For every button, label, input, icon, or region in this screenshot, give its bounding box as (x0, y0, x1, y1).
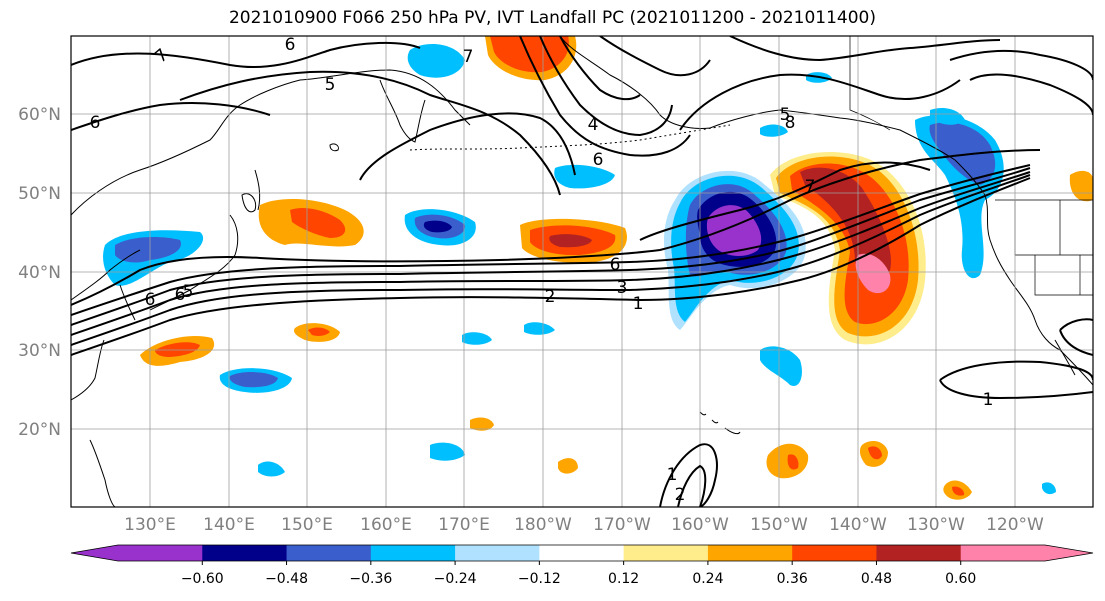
contour-label: 1 (983, 390, 994, 410)
colorbar-tick-label: −0.24 (434, 571, 477, 587)
colorbar-outline (70, 544, 1094, 562)
lon-label: 140°E (203, 515, 255, 535)
colorbar-cell (792, 545, 877, 561)
contour-label: 1 (633, 294, 644, 314)
positive-anomaly-165w (558, 458, 578, 474)
contour-label: 4 (588, 115, 599, 135)
negative-anomaly-170e-south (430, 442, 465, 461)
colorbar: −0.60 −0.48 −0.36 −0.24 −0.12 0.12 0.24 0.36 0.4… (70, 544, 1094, 587)
contour-label: 8 (785, 113, 796, 133)
positive-anomaly-150w-south (766, 443, 809, 479)
lon-label: 130°E (124, 515, 176, 535)
contour-label: 7 (805, 177, 816, 197)
colorbar-extend-low (71, 545, 118, 561)
lat-label: 40°N (18, 263, 61, 283)
contour-label: 2 (675, 485, 686, 505)
pv-contours (71, 36, 1093, 507)
lon-label: 140°W (829, 515, 887, 535)
contour-label: 6 (145, 290, 156, 310)
colorbar-cell (370, 545, 456, 561)
negative-anomaly-180-south (462, 332, 492, 345)
colorbar-tick-label: −0.60 (181, 571, 224, 587)
latitude-labels: 60°N 50°N 40°N 30°N 20°N (18, 105, 61, 440)
colorbar-cell (707, 545, 793, 561)
negative-anomaly-160w-north (554, 164, 615, 189)
map-title: 2021010900 F066 250 hPa PV, IVT Landfall… (228, 8, 876, 28)
contour-label: 3 (617, 278, 628, 298)
colorbar-cell (202, 545, 288, 561)
contour-labels: 6 7 5 6 7 6 6 4 5 8 7 6 2 3 1 6 4 5 1 1 … (90, 35, 994, 505)
contour-label: 5 (325, 75, 336, 95)
lon-label: 170°E (438, 515, 490, 535)
contour-label: 7 (463, 47, 474, 67)
lat-label: 30°N (18, 341, 61, 361)
contour-label: 5 (780, 105, 791, 125)
colorbar-cell (960, 545, 1046, 561)
colorbar-tick-label: 0.24 (692, 571, 723, 587)
lat-label: 20°N (18, 420, 61, 440)
positive-anomaly-east-edge (1069, 170, 1093, 202)
negative-anomaly-175w (524, 322, 555, 335)
colorbar-cell (286, 545, 372, 561)
lat-label: 60°N (18, 105, 61, 125)
contour-label: 5 (183, 282, 194, 302)
colorbar-cell (455, 545, 540, 561)
lon-label: 160°E (360, 515, 412, 535)
colorbar-tick-label: 0.36 (777, 571, 808, 587)
negative-anomaly-155w (760, 346, 802, 386)
contour-label: 6 (285, 35, 296, 55)
lon-label: 170°W (593, 515, 651, 535)
lon-label: 130°W (907, 515, 965, 535)
contour-label: 6 (593, 150, 604, 170)
negative-anomaly-155w-north (760, 124, 788, 137)
negative-anomaly-140e-south (258, 461, 285, 477)
colorbar-tick-label: −0.12 (518, 571, 561, 587)
colorbar-cell (118, 545, 203, 561)
map-area: 6 7 5 6 7 6 6 4 5 8 7 6 2 3 1 6 4 5 1 1 … (71, 35, 1093, 507)
colorbar-extend-high (1045, 545, 1093, 561)
colorbar-tick-label: −0.36 (349, 571, 392, 587)
negative-anomaly-west-coast (915, 115, 1004, 279)
lon-label: 180°W (514, 515, 572, 535)
colorbar-tick-label: −0.48 (265, 571, 308, 587)
lon-label: 160°W (671, 515, 729, 535)
lon-label: 150°E (281, 515, 333, 535)
contour-label: 6 (90, 113, 101, 133)
lon-label: 120°W (986, 515, 1044, 535)
colorbar-cell (876, 545, 962, 561)
colorbar-tick-label: 0.60 (945, 571, 976, 587)
negative-anomaly-arctic (930, 108, 965, 125)
colorbar-cell (623, 545, 709, 561)
negative-anomaly-kamchatka (407, 44, 465, 78)
colorbar-tick-label: 0.48 (861, 571, 892, 587)
lon-label: 150°W (750, 515, 808, 535)
colorbar-tick-label: 0.12 (608, 571, 639, 587)
map-frame (70, 35, 1094, 508)
colorbar-cell (539, 545, 625, 561)
contour-label: 1 (667, 465, 678, 485)
positive-anomaly-175e (470, 417, 494, 431)
negative-anomaly-120w (1042, 482, 1056, 495)
longitude-labels: 130°E 140°E 150°E 160°E 170°E 180°W 170°… (124, 515, 1044, 535)
contour-label: 2 (545, 287, 556, 307)
lat-label: 50°N (18, 184, 61, 204)
contour-label: 6 (610, 255, 621, 275)
contour-label: 6 (175, 285, 186, 305)
